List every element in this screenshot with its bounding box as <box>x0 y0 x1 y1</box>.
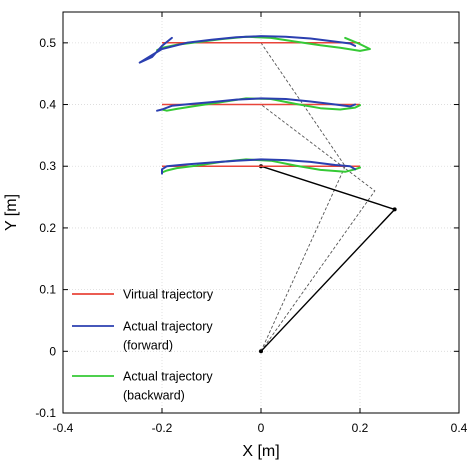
plot-series <box>138 35 397 354</box>
y-tick-label: 0.4 <box>39 98 56 112</box>
x-tick-label: 0.4 <box>451 421 468 435</box>
legend-label-virtual: Virtual trajectory <box>123 288 214 302</box>
y-tick-label: 0.2 <box>39 221 56 235</box>
arm-dashed-line <box>260 104 376 352</box>
forward-trajectory-line <box>161 158 357 175</box>
x-tick-label: -0.4 <box>53 421 74 435</box>
legend-label-backward: (backward) <box>123 389 185 403</box>
axis-ticks: -0.4 -0.2 0 0.2 0.4 -0.1 0 0.1 0.2 0.3 0.4 0.5 <box>35 12 468 435</box>
arm-joint-point <box>259 349 263 354</box>
legend-label-forward: Actual trajectory <box>123 320 213 334</box>
x-tick-label: -0.2 <box>152 421 173 435</box>
x-tick-label: 0 <box>258 421 265 435</box>
y-tick-label: -0.1 <box>35 406 56 420</box>
y-tick-label: 0.5 <box>39 36 56 50</box>
legend-label-backward: Actual trajectory <box>123 370 213 384</box>
y-axis-label: Y [m] <box>3 194 20 231</box>
y-tick-label: 0.3 <box>39 159 56 173</box>
y-tick-label: 0 <box>49 344 56 358</box>
x-tick-label: 0.2 <box>352 421 369 435</box>
forward-trajectory-line <box>138 35 357 64</box>
arm-dashed-line <box>260 42 346 352</box>
legend-label-forward: (forward) <box>123 339 173 353</box>
x-axis-label: X [m] <box>242 443 279 460</box>
y-tick-label: 0.1 <box>39 283 56 297</box>
arm-joint-point <box>392 207 397 212</box>
legend: Virtual trajectory Actual trajectory (forw… <box>72 288 214 403</box>
forward-trajectory-line <box>156 97 357 112</box>
